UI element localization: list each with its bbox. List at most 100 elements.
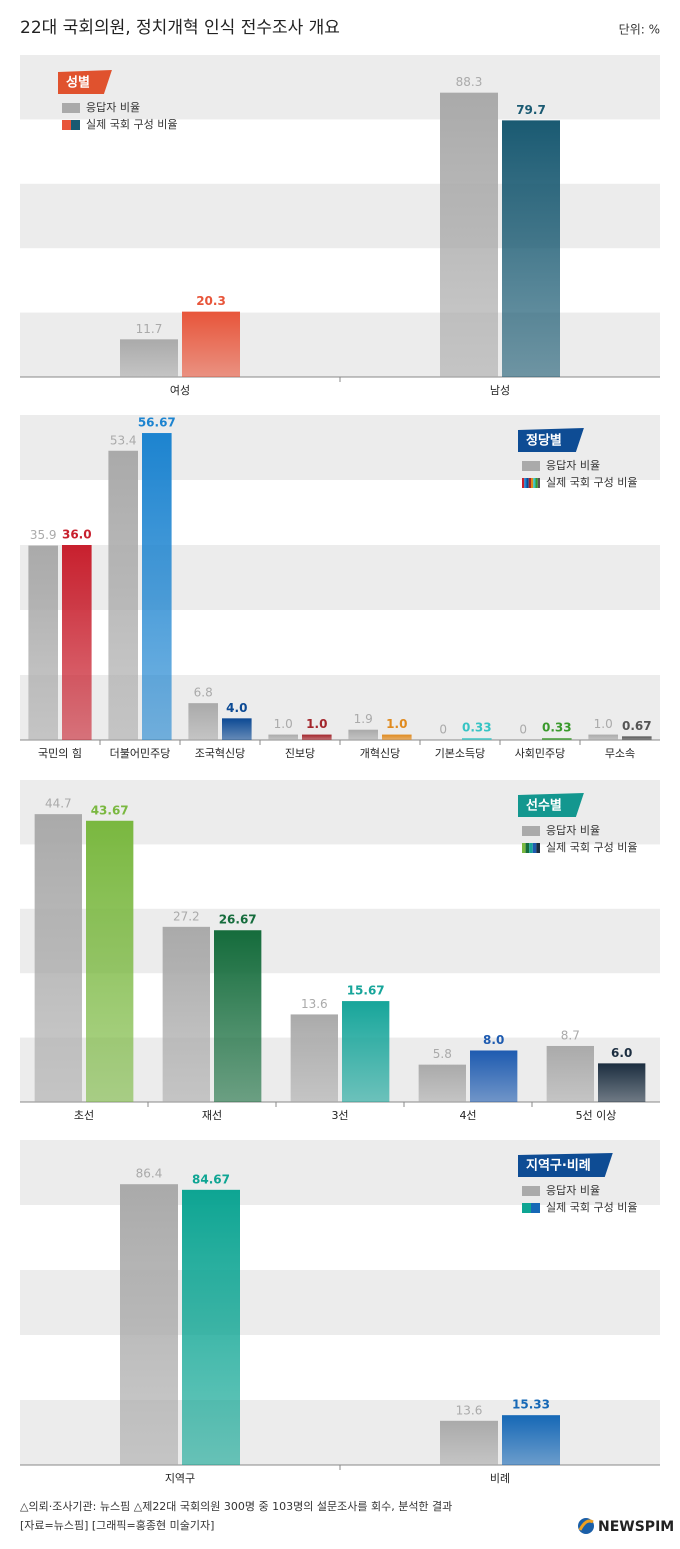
x-tick-label: 여성 xyxy=(170,384,190,397)
value-label: 13.6 xyxy=(301,997,328,1011)
legend-swatch xyxy=(524,478,527,488)
x-tick-label: 개혁신당 xyxy=(360,747,400,760)
value-label: 53.4 xyxy=(110,433,137,447)
x-tick-label: 5선 이상 xyxy=(576,1109,617,1122)
legend-label: 응답자 비율 xyxy=(546,824,600,837)
x-tick-label: 초선 xyxy=(74,1109,94,1122)
bar xyxy=(182,311,240,377)
bar xyxy=(382,734,412,740)
legend-swatch xyxy=(522,478,525,488)
value-label: 15.67 xyxy=(347,984,385,998)
bar xyxy=(188,703,218,740)
value-label: 4.0 xyxy=(226,701,247,715)
legend-swatch xyxy=(535,478,538,488)
value-label: 5.8 xyxy=(433,1047,452,1061)
bar xyxy=(214,930,262,1102)
unit-label: 단위: % xyxy=(619,23,660,37)
legend-swatch xyxy=(529,843,533,853)
bar xyxy=(120,339,178,377)
value-label: 44.7 xyxy=(45,797,72,811)
value-label: 8.0 xyxy=(483,1033,504,1047)
bar xyxy=(348,729,378,740)
value-label: 1.9 xyxy=(354,712,373,726)
value-label: 13.6 xyxy=(456,1403,483,1417)
value-label: 84.67 xyxy=(192,1172,230,1186)
legend-swatch xyxy=(533,478,536,488)
value-label: 27.2 xyxy=(173,909,200,923)
x-tick-label: 더불어민주당 xyxy=(110,747,171,760)
bar xyxy=(470,1050,518,1102)
chart-title: 성별 xyxy=(66,75,90,91)
legend-swatch xyxy=(62,120,71,130)
value-label: 0.33 xyxy=(462,721,492,735)
bar xyxy=(502,1415,560,1465)
bar xyxy=(34,814,82,1102)
chart-title: 정당별 xyxy=(526,433,562,449)
footer-note: △의뢰·조사기관: 뉴스핌 △제22대 국회의원 300명 중 103명의 설문… xyxy=(20,1500,452,1513)
value-label: 8.7 xyxy=(561,1028,580,1042)
x-tick-label: 진보당 xyxy=(285,747,315,760)
value-label: 36.0 xyxy=(62,528,92,542)
logo-swoosh xyxy=(578,1519,594,1531)
value-label: 0 xyxy=(519,723,527,737)
title-badge xyxy=(518,1153,613,1177)
bar xyxy=(302,734,332,740)
value-label: 1.0 xyxy=(274,717,293,731)
value-label: 11.7 xyxy=(136,322,163,336)
x-tick-label: 3선 xyxy=(331,1109,348,1122)
bar xyxy=(86,820,134,1102)
legend-swatch xyxy=(526,478,529,488)
x-tick-label: 4선 xyxy=(459,1109,476,1122)
x-tick-label: 재선 xyxy=(202,1109,222,1122)
title-badge xyxy=(58,70,112,94)
value-label: 15.33 xyxy=(512,1398,550,1412)
legend-swatch xyxy=(528,478,531,488)
x-tick-label: 기본소득당 xyxy=(435,747,486,760)
legend-swatch xyxy=(537,478,540,488)
bar xyxy=(290,1014,338,1102)
bar xyxy=(162,926,210,1102)
chart-title: 선수별 xyxy=(526,798,562,814)
bar xyxy=(62,545,92,740)
legend-swatch xyxy=(525,843,530,853)
legend-swatch xyxy=(522,461,540,471)
bar xyxy=(546,1045,594,1102)
value-label: 1.0 xyxy=(306,717,327,731)
value-label: 88.3 xyxy=(456,75,483,89)
value-label: 1.0 xyxy=(594,717,613,731)
x-tick-label: 지역구 xyxy=(165,1472,195,1485)
background-band xyxy=(20,183,660,249)
bar xyxy=(222,718,252,740)
legend-swatch xyxy=(522,1186,540,1196)
x-tick-label: 조국혁신당 xyxy=(195,747,246,760)
value-label: 43.67 xyxy=(91,803,129,817)
logo-text: NEWSPIM xyxy=(598,1519,674,1535)
value-label: 26.67 xyxy=(219,913,257,927)
x-tick-label: 남성 xyxy=(490,384,510,397)
legend-swatch xyxy=(62,103,80,113)
legend-label: 실제 국회 구성 비율 xyxy=(546,476,637,489)
legend-label: 실제 국회 구성 비율 xyxy=(546,1201,637,1214)
value-label: 0.67 xyxy=(622,719,652,733)
bar xyxy=(108,450,138,740)
bar xyxy=(622,736,652,740)
x-tick-label: 국민의 힘 xyxy=(38,747,82,760)
background-band xyxy=(20,312,660,377)
background-band xyxy=(20,1270,660,1335)
bar xyxy=(418,1064,466,1102)
background-band xyxy=(20,55,660,120)
bar xyxy=(502,120,560,377)
legend-label: 실제 국회 구성 비율 xyxy=(86,118,177,131)
value-label: 0.33 xyxy=(542,721,572,735)
legend-label: 응답자 비율 xyxy=(86,101,140,114)
bar xyxy=(28,545,58,740)
legend-swatch xyxy=(522,826,540,836)
title-badge xyxy=(518,793,584,817)
bar xyxy=(588,734,618,740)
value-label: 56.67 xyxy=(138,416,176,430)
bar xyxy=(342,1001,390,1102)
value-label: 0 xyxy=(439,723,447,737)
value-label: 20.3 xyxy=(196,294,226,308)
page-title: 22대 국회의원, 정치개혁 인식 전수조사 개요 xyxy=(20,18,340,38)
